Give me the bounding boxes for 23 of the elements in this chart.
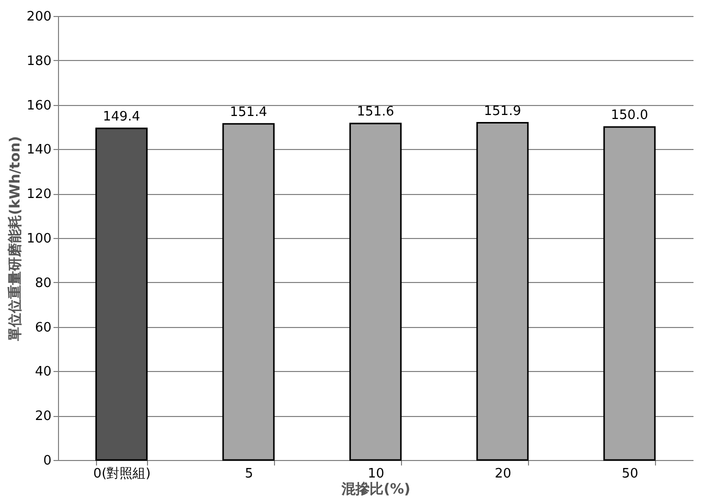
x-tick-label: 50 — [622, 466, 638, 482]
y-tick-label: 20 — [34, 409, 52, 424]
x-tick-label: 0(對照組) — [93, 466, 151, 482]
data-label: 151.6 — [356, 104, 394, 120]
y-tick-label: 120 — [26, 187, 52, 202]
data-label: 151.4 — [230, 104, 268, 120]
y-tick-label: 140 — [26, 142, 52, 158]
x-tick-label: 20 — [494, 466, 512, 482]
x-tick-label: 10 — [368, 466, 384, 482]
data-label: 151.9 — [484, 104, 522, 119]
y-tick-label: 0 — [43, 454, 52, 468]
x-tick-label: 5 — [244, 466, 254, 482]
x-axis-title: 混摻比(%) — [340, 482, 410, 498]
data-label: 149.4 — [102, 109, 140, 124]
y-tick-label: 100 — [26, 232, 52, 246]
y-tick-label: 160 — [26, 98, 52, 114]
y-axis-title: 單位位重量研磨能耗(kWh/ton) — [6, 136, 24, 342]
y-tick-label: 180 — [26, 54, 52, 69]
data-label: 150.0 — [610, 108, 648, 123]
y-tick-label: 60 — [34, 320, 52, 336]
y-tick-label: 200 — [26, 10, 52, 24]
y-tick-label: 80 — [34, 276, 52, 291]
y-tick-label: 40 — [34, 364, 52, 380]
